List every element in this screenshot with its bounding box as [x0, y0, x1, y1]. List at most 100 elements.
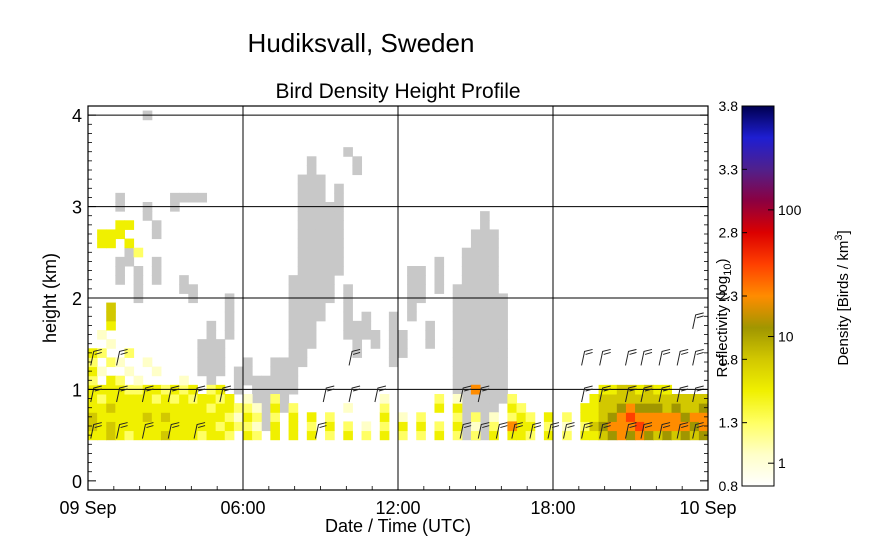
wind-barb-shape: [692, 422, 704, 439]
density-cell: [106, 403, 116, 413]
nodata-cell: [306, 275, 317, 285]
density-cell: [452, 394, 463, 404]
nodata-cell: [461, 330, 472, 340]
density-cell: [97, 403, 107, 413]
density-cell: [106, 430, 116, 441]
wind-barb-shape: [374, 385, 387, 403]
nodata-cell: [489, 247, 499, 258]
nodata-cell: [297, 320, 308, 331]
density-cell: [625, 412, 636, 422]
nodata-cell: [315, 229, 326, 240]
nodata-cell: [206, 339, 217, 349]
nodata-cell: [297, 220, 308, 230]
density-cell: [115, 229, 125, 240]
density-cell: [416, 412, 426, 422]
density-cell: [616, 403, 627, 413]
density-cell: [243, 412, 253, 422]
density-cell: [151, 366, 162, 377]
nodata-cell: [297, 238, 308, 249]
nodata-cell: [425, 330, 435, 340]
density-cell: [151, 421, 162, 432]
wind-barb-shape: [658, 348, 671, 366]
density-cell: [160, 421, 171, 432]
density-cell: [88, 375, 98, 386]
colorbar-left-tick-label: 1.3: [719, 415, 739, 431]
density-cell: [662, 412, 673, 422]
wind-barb-shape: [676, 422, 689, 439]
density-cell: [625, 421, 636, 432]
nodata-cell: [470, 394, 481, 404]
wind-barb: [676, 422, 689, 439]
density-cell: [97, 366, 107, 377]
density-cell: [88, 366, 98, 377]
density-cell: [124, 412, 135, 422]
density-cell: [233, 403, 244, 413]
nodata-cell: [297, 211, 308, 221]
nodata-cell: [461, 421, 472, 432]
y-tick-label: 2: [72, 289, 82, 309]
nodata-cell: [480, 238, 490, 249]
nodata-cell: [480, 211, 490, 221]
density-cell: [188, 412, 198, 422]
nodata-cell: [480, 375, 490, 386]
nodata-cell: [306, 311, 317, 322]
nodata-cell: [480, 275, 490, 285]
wind-barb-shape: [599, 385, 611, 403]
nodata-cell: [388, 357, 399, 368]
density-cell: [133, 430, 144, 441]
nodata-cell: [489, 339, 499, 349]
density-cell: [507, 403, 518, 413]
density-cell: [142, 394, 153, 404]
nodata-cell: [334, 256, 344, 267]
density-cell: [698, 430, 708, 441]
density-cell: [343, 430, 353, 441]
nodata-cell: [480, 320, 490, 331]
density-cell: [635, 430, 645, 441]
density-cell: [689, 421, 700, 432]
density-cell: [206, 412, 217, 422]
nodata-cell: [343, 330, 353, 340]
density-cell: [243, 394, 253, 404]
density-cell: [270, 421, 280, 432]
wind-barb: [676, 385, 689, 403]
wind-barb: [581, 348, 593, 366]
nodata-cell: [288, 320, 299, 331]
nodata-cell: [489, 348, 499, 358]
colorbar-left-label-end: ): [714, 259, 731, 264]
density-cell: [160, 403, 171, 413]
density-cell: [88, 412, 98, 422]
density-cell: [170, 430, 180, 441]
density-cell: [671, 430, 682, 441]
nodata-cell: [306, 238, 317, 249]
nodata-cell: [270, 366, 280, 377]
density-cell: [516, 412, 527, 422]
density-cell: [635, 394, 645, 404]
colorbar: 0.8 1.3 1.8 2.3 2.8 3.3 3.8 1 10 100 Reflectivit…: [714, 98, 852, 494]
wind-barb-shape: [477, 422, 490, 439]
density-cell: [97, 330, 107, 340]
nodata-cell: [215, 339, 226, 349]
density-cell: [580, 412, 590, 422]
nodata-cell: [352, 330, 363, 340]
nodata-cell: [388, 311, 399, 322]
nodata-cell: [306, 247, 317, 258]
density-cell: [416, 421, 426, 432]
nodata-cell: [306, 192, 317, 203]
nodata-cell: [452, 366, 463, 377]
nodata-cell: [315, 192, 326, 203]
density-cell: [133, 412, 144, 422]
colorbar-gradient: [741, 105, 775, 487]
density-cell: [115, 220, 125, 230]
wind-barb: [599, 422, 611, 439]
wind-barb-shape: [547, 422, 560, 439]
colorbar-left-tick-label: 0.8: [719, 478, 739, 494]
wind-barb-shape: [625, 348, 637, 366]
nodata-cell: [188, 192, 198, 203]
nodata-cell: [297, 256, 308, 267]
colorbar-density-ticks: 1 10 100: [768, 202, 802, 471]
density-cell: [379, 412, 390, 422]
nodata-cell: [270, 375, 280, 386]
nodata-cell: [498, 339, 508, 349]
colorbar-right-label-end: ]: [835, 230, 852, 234]
density-cell: [452, 412, 463, 422]
